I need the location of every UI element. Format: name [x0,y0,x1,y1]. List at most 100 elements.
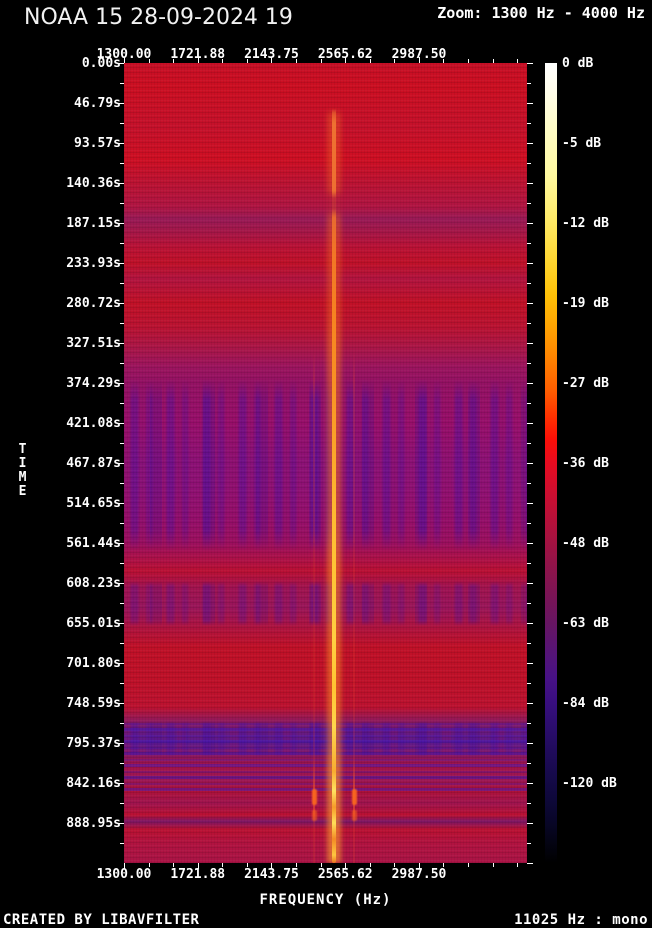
x-minor-tick [149,863,150,867]
y-tick-label: 46.79s [74,96,121,111]
y-minor-tick [120,283,124,284]
y-minor-tick [120,723,124,724]
x-minor-tick [247,863,248,867]
audio-format-text: 11025 Hz : mono [514,912,648,928]
y-minor-tick [120,763,124,764]
colorbar-db-label: 0 dB [562,56,594,71]
colorbar-db-label: -19 dB [562,296,609,311]
x-minor-tick [443,59,444,63]
y-minor-tick [120,363,124,364]
y-major-tick [118,103,124,104]
right-tick [527,263,533,264]
x-tick-label: 1721.88 [170,47,226,62]
colorbar [545,63,557,863]
x-minor-tick [517,863,518,867]
y-major-tick [118,383,124,384]
x-tick-label: 1300.00 [96,47,152,62]
y-major-tick [118,823,124,824]
y-tick-label: 421.08s [66,416,121,431]
y-major-tick [118,143,124,144]
right-tick [527,343,533,344]
right-tick [527,823,533,824]
right-tick [527,583,533,584]
y-major-tick [118,783,124,784]
y-major-tick [118,343,124,344]
colorbar-db-label: -120 dB [562,776,617,791]
right-tick [527,303,533,304]
right-tick [527,763,531,764]
colorbar-db-label: -12 dB [562,216,609,231]
x-minor-tick [370,863,371,867]
x-minor-tick [173,863,174,867]
y-major-tick [118,303,124,304]
right-tick [527,163,531,164]
y-major-tick [118,703,124,704]
colorbar-db-label: -63 dB [562,616,609,631]
right-tick [527,703,533,704]
y-major-tick [118,503,124,504]
sideband-blob [312,789,318,805]
x-tick-label: 2987.50 [391,867,447,882]
x-tick-label: 2143.75 [244,867,299,882]
right-tick [527,223,533,224]
y-tick-label: 608.23s [66,576,121,591]
carrier-line [331,63,336,863]
right-tick [527,423,533,424]
x-major-tick [124,863,125,869]
right-tick [527,403,531,404]
right-tick [527,863,533,864]
right-tick [527,603,531,604]
colorbar-db-label: -48 dB [562,536,609,551]
x-minor-tick [321,59,322,63]
x-tick-label: 2565.62 [317,867,373,882]
x-major-tick [418,57,420,63]
x-major-tick [418,863,420,869]
y-major-tick [118,583,124,584]
horizontal-band-layer [124,722,527,791]
x-minor-tick [222,863,223,867]
x-major-tick [345,57,347,63]
right-tick [527,243,531,244]
y-tick-label: 233.93s [66,256,121,271]
spectrogram-plot [124,63,527,863]
x-minor-tick [493,863,494,867]
right-tick [527,683,531,684]
right-tick [527,663,533,664]
y-major-tick [118,423,124,424]
x-minor-tick [149,59,150,63]
y-major-tick [118,463,124,464]
y-major-tick [118,663,124,664]
right-tick [527,463,533,464]
y-minor-tick [120,443,124,444]
y-minor-tick [120,643,124,644]
x-minor-tick [173,59,174,63]
x-tick-label: 1300.00 [96,867,152,882]
right-tick [527,83,531,84]
y-major-tick [118,63,124,64]
y-minor-tick [120,683,124,684]
colorbar-db-label: -27 dB [562,376,609,391]
x-minor-tick [222,59,223,63]
sideband-line [313,63,316,863]
y-tick-label: 327.51s [66,336,121,351]
right-tick [527,523,531,524]
y-tick-label: 561.44s [66,536,121,551]
x-major-tick [271,57,273,63]
x-minor-tick [321,863,322,867]
y-minor-tick [120,163,124,164]
x-major-tick [124,57,125,63]
right-tick [527,623,533,624]
x-major-tick [271,863,273,869]
right-tick [527,143,533,144]
right-tick [527,783,533,784]
y-tick-label: 795.37s [66,736,121,751]
y-minor-tick [120,203,124,204]
y-minor-tick [120,323,124,324]
y-minor-tick [120,803,124,804]
noise-stripe-zone [124,581,527,627]
y-minor-tick [120,843,124,844]
colorbar-db-label: -5 dB [562,136,602,151]
page-title: NOAA 15 28-09-2024 19 [24,5,293,30]
sideband-blob [351,810,357,821]
